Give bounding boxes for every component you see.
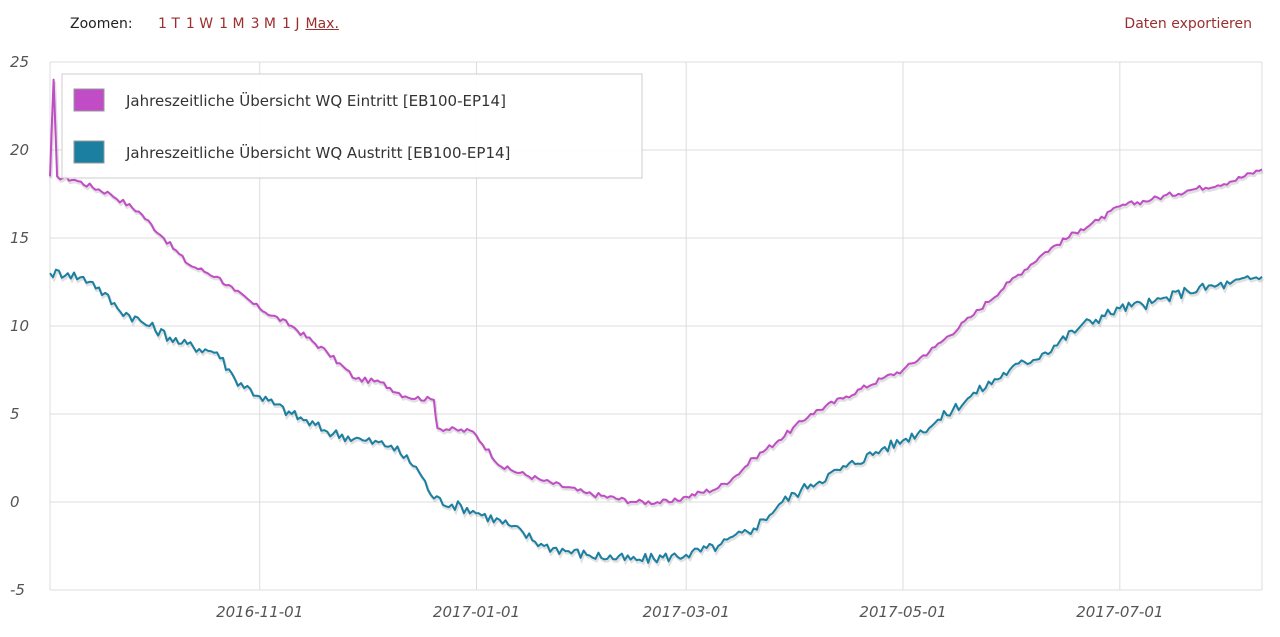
chart-toolbar: Zoomen: 1 T 1 W 1 M 3 M 1 J Max. Daten e… <box>0 0 1280 44</box>
export-data-link[interactable]: Daten exportieren <box>1124 16 1252 32</box>
zoom-label: Zoomen: <box>70 16 133 32</box>
legend-label: Jahreszeitliche Übersicht WQ Austritt [E… <box>125 143 510 162</box>
x-tick-label: 2017-07-01 <box>1076 603 1163 621</box>
y-tick-label: -5 <box>10 581 25 599</box>
y-tick-label: 5 <box>10 405 20 423</box>
x-tick-label: 2017-05-01 <box>859 603 946 621</box>
y-axis-tick-labels: 25 20 15 10 5 0 -5 <box>10 53 29 599</box>
y-tick-label: 0 <box>10 493 20 511</box>
zoom-max-link[interactable]: Max. <box>305 16 339 32</box>
series-shadow <box>49 81 1264 509</box>
x-tick-label: 2017-03-01 <box>643 603 730 621</box>
x-tick-label: 2017-01-01 <box>433 603 520 621</box>
x-tick-label: 2016-11-01 <box>216 603 303 621</box>
y-tick-label: 10 <box>10 317 29 335</box>
zoom-3-month-link[interactable]: 3 M <box>250 16 276 32</box>
zoom-1-month-link[interactable]: 1 M <box>219 16 245 32</box>
y-tick-label: 15 <box>10 229 29 247</box>
legend-swatch <box>73 140 105 164</box>
y-tick-label: 25 <box>10 53 29 71</box>
legend-swatch <box>73 88 105 112</box>
series-line-eintritt <box>49 78 1263 506</box>
zoom-1-week-link[interactable]: 1 W <box>185 16 214 32</box>
x-axis-tick-labels: 2016-11-01 2017-01-01 2017-03-01 2017-05-01… <box>216 603 1163 621</box>
series-line-austritt <box>49 268 1263 564</box>
y-tick-label: 20 <box>10 141 29 159</box>
legend-label: Jahreszeitliche Übersicht WQ Eintritt [E… <box>125 91 506 110</box>
legend[interactable]: Jahreszeitliche Übersicht WQ Eintritt [E… <box>61 73 643 179</box>
zoom-1-year-link[interactable]: 1 J <box>282 16 300 32</box>
series-lines <box>49 78 1264 570</box>
zoom-options: 1 T 1 W 1 M 3 M 1 J Max. <box>158 16 339 32</box>
legend-box <box>61 73 643 179</box>
zoom-1-day-link[interactable]: 1 T <box>158 16 180 32</box>
